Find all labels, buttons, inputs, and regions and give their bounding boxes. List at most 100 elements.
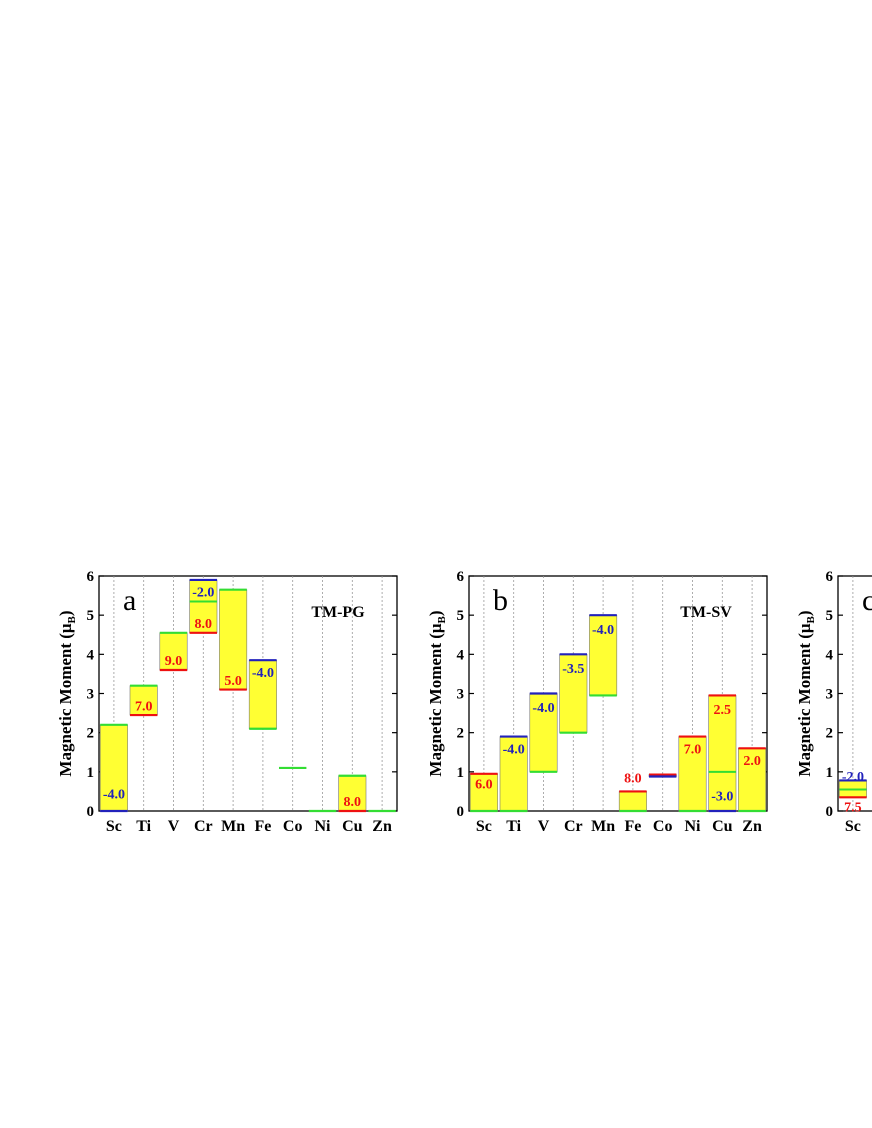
bar-cr: -3.5 <box>559 653 588 734</box>
y-tick-label: 5 <box>457 608 465 624</box>
bar-sc: -2.0 7.5 <box>838 770 867 815</box>
x-tick-label: Ni <box>315 818 332 835</box>
bar-fill <box>189 579 218 634</box>
data-label-secondary: 7.5 <box>844 800 862 815</box>
data-label: 5.0 <box>224 674 242 689</box>
y-tick-label: 1 <box>457 765 465 781</box>
bar-fill <box>499 736 528 812</box>
y-tick-label: 2 <box>457 726 465 742</box>
panel-c: 0 1 2 3 4 5 6 Magnetic Moment (μB) c Sc -2.0 7.5 <box>795 569 872 835</box>
data-label: 6.0 <box>475 778 493 793</box>
y-tick-label: 4 <box>457 647 465 663</box>
bar-ti: 7.0 <box>129 684 158 717</box>
data-label: -4.0 <box>503 742 525 757</box>
y-axis-label: Magnetic Moment (μB) <box>795 610 817 776</box>
bar-fill <box>678 736 707 812</box>
data-label: 8.0 <box>344 795 362 810</box>
bar-fill <box>469 773 498 812</box>
x-tick-label: V <box>538 818 550 835</box>
bar-v: 9.0 <box>159 631 188 672</box>
data-label: 7.0 <box>684 742 702 757</box>
x-tick-label: Sc <box>106 818 122 835</box>
bar-cr: 8.0 -2.0 <box>189 578 218 634</box>
y-tick-label: 1 <box>87 765 95 781</box>
x-tick-label: V <box>168 818 180 835</box>
x-tick-label: Cu <box>712 818 733 835</box>
panel-label: a <box>123 584 136 617</box>
data-label: -4.0 <box>103 787 125 802</box>
panel-b: 0 1 2 3 4 5 6 Magnetic Moment (μB) b TM-SV Sc Ti V Cr… <box>426 569 768 835</box>
bar-fill <box>708 695 737 812</box>
x-tick-label: Zn <box>742 818 762 835</box>
y-tick-label: 2 <box>87 726 95 742</box>
x-tick-label: Sc <box>845 818 861 835</box>
data-label: -4.0 <box>252 666 274 681</box>
y-tick-label: 2 <box>826 726 834 742</box>
x-tick-label: Mn <box>591 818 615 835</box>
bar-fill <box>618 791 647 812</box>
y-tick-label: 0 <box>87 804 95 820</box>
y-tick-label: 4 <box>87 647 95 663</box>
x-tick-label: Sc <box>476 818 492 835</box>
y-tick-label: 1 <box>826 765 834 781</box>
x-tick-label: Zn <box>372 818 392 835</box>
bar-fe: -4.0 <box>248 659 277 730</box>
x-tick-label: Ni <box>685 818 702 835</box>
panel-label: c <box>862 584 872 617</box>
bar-fill <box>248 659 277 730</box>
panel-a: 0 1 2 3 4 5 6 Magnetic Moment (μB) a TM-PG Sc Ti V Cr… <box>56 569 398 835</box>
data-label-secondary: -3.0 <box>711 789 733 804</box>
y-tick-label: 0 <box>457 804 465 820</box>
bar-cu: 2.5 -3.0 <box>708 694 737 813</box>
bar-cu: 8.0 <box>338 774 367 813</box>
bar-mn: -4.0 <box>589 614 618 697</box>
panel-title: TM-SV <box>680 604 732 621</box>
x-tick-label: Ti <box>136 818 151 835</box>
data-label: -4.0 <box>592 623 614 638</box>
x-tick-label: Fe <box>254 818 271 835</box>
y-axis-label: Magnetic Moment (μB) <box>56 610 78 776</box>
x-tick-label: Mn <box>221 818 245 835</box>
panel-label: b <box>493 584 508 617</box>
bar-fe: 8.0 <box>618 772 647 813</box>
bar-sc: 6.0 <box>469 772 498 813</box>
x-tick-label: Co <box>653 818 673 835</box>
y-tick-label: 6 <box>457 569 465 585</box>
y-tick-label: 5 <box>826 608 834 624</box>
bar-fill <box>529 693 558 773</box>
bar-v: -4.0 <box>529 692 558 773</box>
data-label: 8.0 <box>195 617 213 632</box>
y-tick-label: 6 <box>87 569 95 585</box>
y-tick-label: 5 <box>87 608 95 624</box>
y-axis-label: Magnetic Moment (μB) <box>426 610 448 776</box>
y-tick-label: 4 <box>826 647 834 663</box>
y-tick-label: 6 <box>826 569 834 585</box>
bar-ni: 7.0 <box>678 735 707 813</box>
bar-fill <box>559 654 588 733</box>
bar-fill <box>159 632 188 671</box>
bar-zn: 2.0 <box>738 747 767 813</box>
bar-fill <box>338 775 367 812</box>
x-tick-label: Ti <box>506 818 521 835</box>
y-tick-label: 3 <box>826 687 834 703</box>
x-tick-label: Co <box>283 818 303 835</box>
data-label: 9.0 <box>165 654 183 669</box>
x-tick-label: Cr <box>194 818 213 835</box>
y-tick-label: 3 <box>457 687 465 703</box>
y-tick-label: 3 <box>87 687 95 703</box>
data-label: 2.0 <box>743 754 761 769</box>
bar-ti: -4.0 <box>499 735 528 813</box>
x-tick-label: Cu <box>342 818 363 835</box>
panel-title: TM-PG <box>311 604 365 621</box>
data-label-secondary: -2.0 <box>192 586 214 601</box>
bar-mn: 5.0 <box>219 588 248 691</box>
data-label: -3.5 <box>562 662 584 677</box>
bar-sc: -4.0 <box>99 723 128 813</box>
data-label: 7.0 <box>135 699 153 714</box>
bar-co <box>648 773 677 778</box>
x-tick-label: Fe <box>624 818 641 835</box>
data-label: 2.5 <box>714 703 732 718</box>
data-label: -4.0 <box>532 701 554 716</box>
x-tick-label: Cr <box>564 818 583 835</box>
